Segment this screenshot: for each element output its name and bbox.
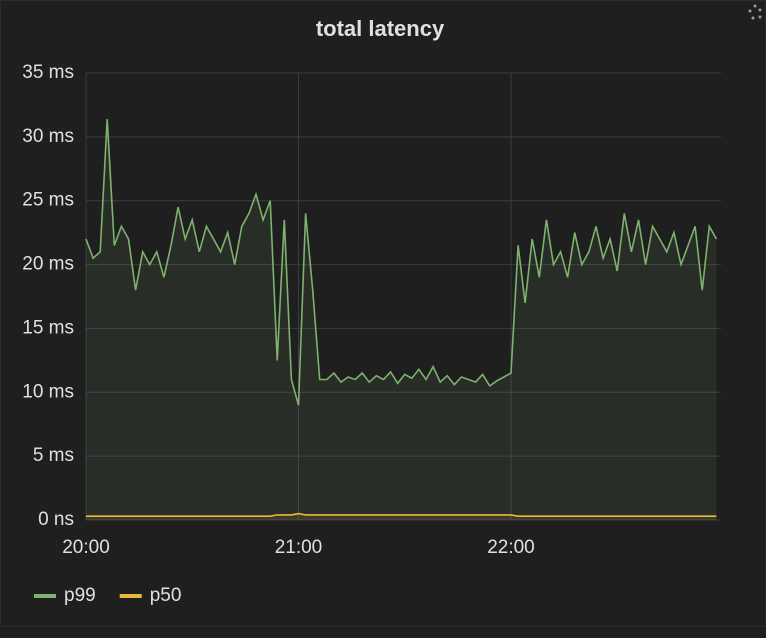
legend-label: p99 [64,585,96,606]
y-tick-label: 10 ms [22,381,74,402]
series-area [86,513,717,520]
y-tick-label: 20 ms [22,254,74,275]
y-tick-label: 5 ms [33,445,74,466]
y-tick-label: 25 ms [22,190,74,211]
x-tick-label: 22:00 [487,537,535,558]
x-tick-label: 21:00 [275,537,323,558]
loading-spinner [748,4,762,20]
series-line [85,118,718,406]
y-tick-label: 15 ms [22,317,74,338]
series-line [86,512,717,517]
y-tick-label: 30 ms [22,126,74,147]
x-tick-label: 20:00 [62,537,110,558]
y-tick-label: 35 ms [22,62,74,83]
chart-title: total latency [316,16,445,41]
legend-label: p50 [150,585,182,606]
y-tick-label: 0 ns [38,509,74,530]
series-area [86,119,717,520]
